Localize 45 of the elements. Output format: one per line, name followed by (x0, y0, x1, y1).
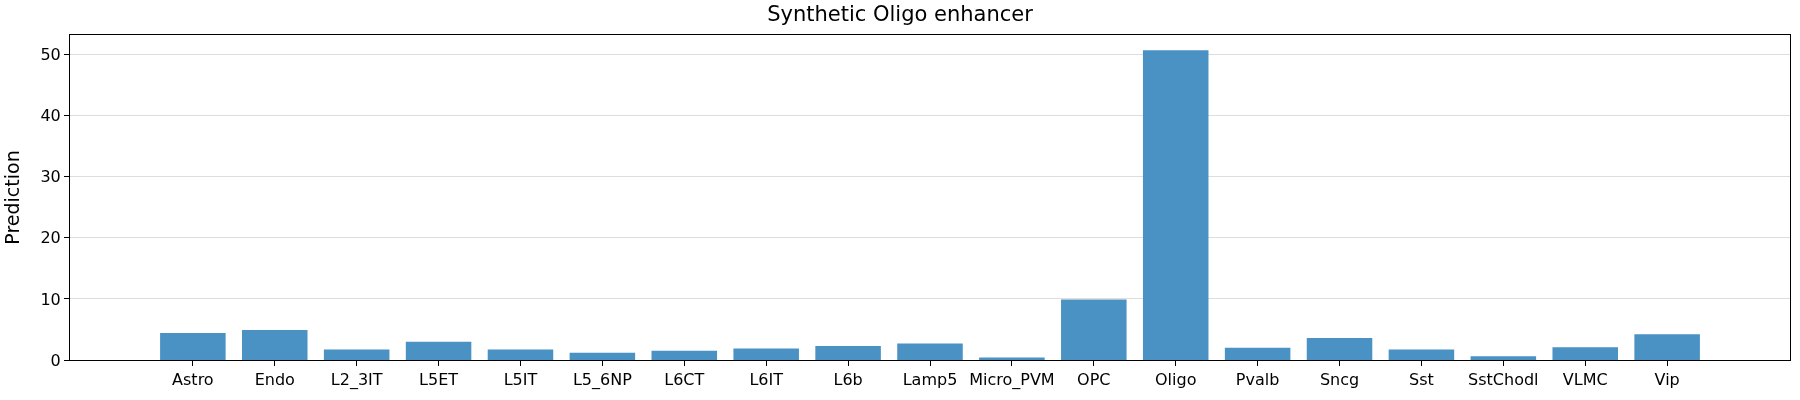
x-tick-label: L2_3IT (330, 370, 383, 391)
x-tick-label: Micro_PVM (969, 370, 1055, 391)
bar (487, 349, 554, 360)
bar (651, 350, 718, 360)
x-tick-label: Astro (172, 370, 214, 390)
x-tick-label: SstChodl (1468, 370, 1539, 390)
bar (1388, 349, 1455, 360)
x-tick-label: Oligo (1154, 370, 1197, 390)
x-tick-label: L6b (833, 370, 863, 390)
bar (1634, 334, 1700, 360)
bar (405, 341, 472, 360)
x-tick-label: VLMC (1562, 370, 1608, 390)
bar (569, 352, 636, 360)
y-axis-title: Prediction (1, 150, 24, 245)
x-tick-label: Sst (1409, 370, 1434, 390)
bar (815, 345, 881, 360)
y-tick-label: 30 (40, 167, 61, 187)
bar (242, 330, 308, 360)
bar (1142, 50, 1209, 360)
y-tick-label: 50 (40, 45, 61, 65)
x-tick-label: Pvalb (1235, 370, 1280, 390)
x-tick-label: Lamp5 (902, 370, 958, 390)
x-tick-label: L5ET (419, 370, 459, 390)
bar (323, 349, 390, 360)
y-tick-label: 20 (40, 228, 61, 248)
bar (160, 333, 226, 360)
y-tick-label: 40 (40, 106, 61, 126)
x-tick-label: L6IT (749, 370, 784, 390)
bar (1224, 347, 1291, 360)
x-tick-label: Vip (1654, 370, 1680, 390)
y-tick-label: 10 (40, 289, 61, 309)
bar (897, 343, 963, 360)
x-tick-label: L5_6NP (572, 370, 633, 391)
bar (1470, 356, 1537, 360)
bar (1552, 347, 1618, 360)
bar (733, 348, 799, 360)
x-tick-label: OPC (1077, 370, 1111, 390)
x-tick-label: Endo (254, 370, 295, 390)
x-tick-label: Sncg (1319, 370, 1360, 390)
chart-title: Synthetic Oligo enhancer (767, 1, 1034, 26)
bar (1061, 299, 1127, 360)
y-tick-label: 0 (50, 350, 61, 370)
x-tick-label: L5IT (503, 370, 538, 390)
bar (1306, 338, 1373, 360)
x-tick-label: L6CT (664, 370, 705, 390)
